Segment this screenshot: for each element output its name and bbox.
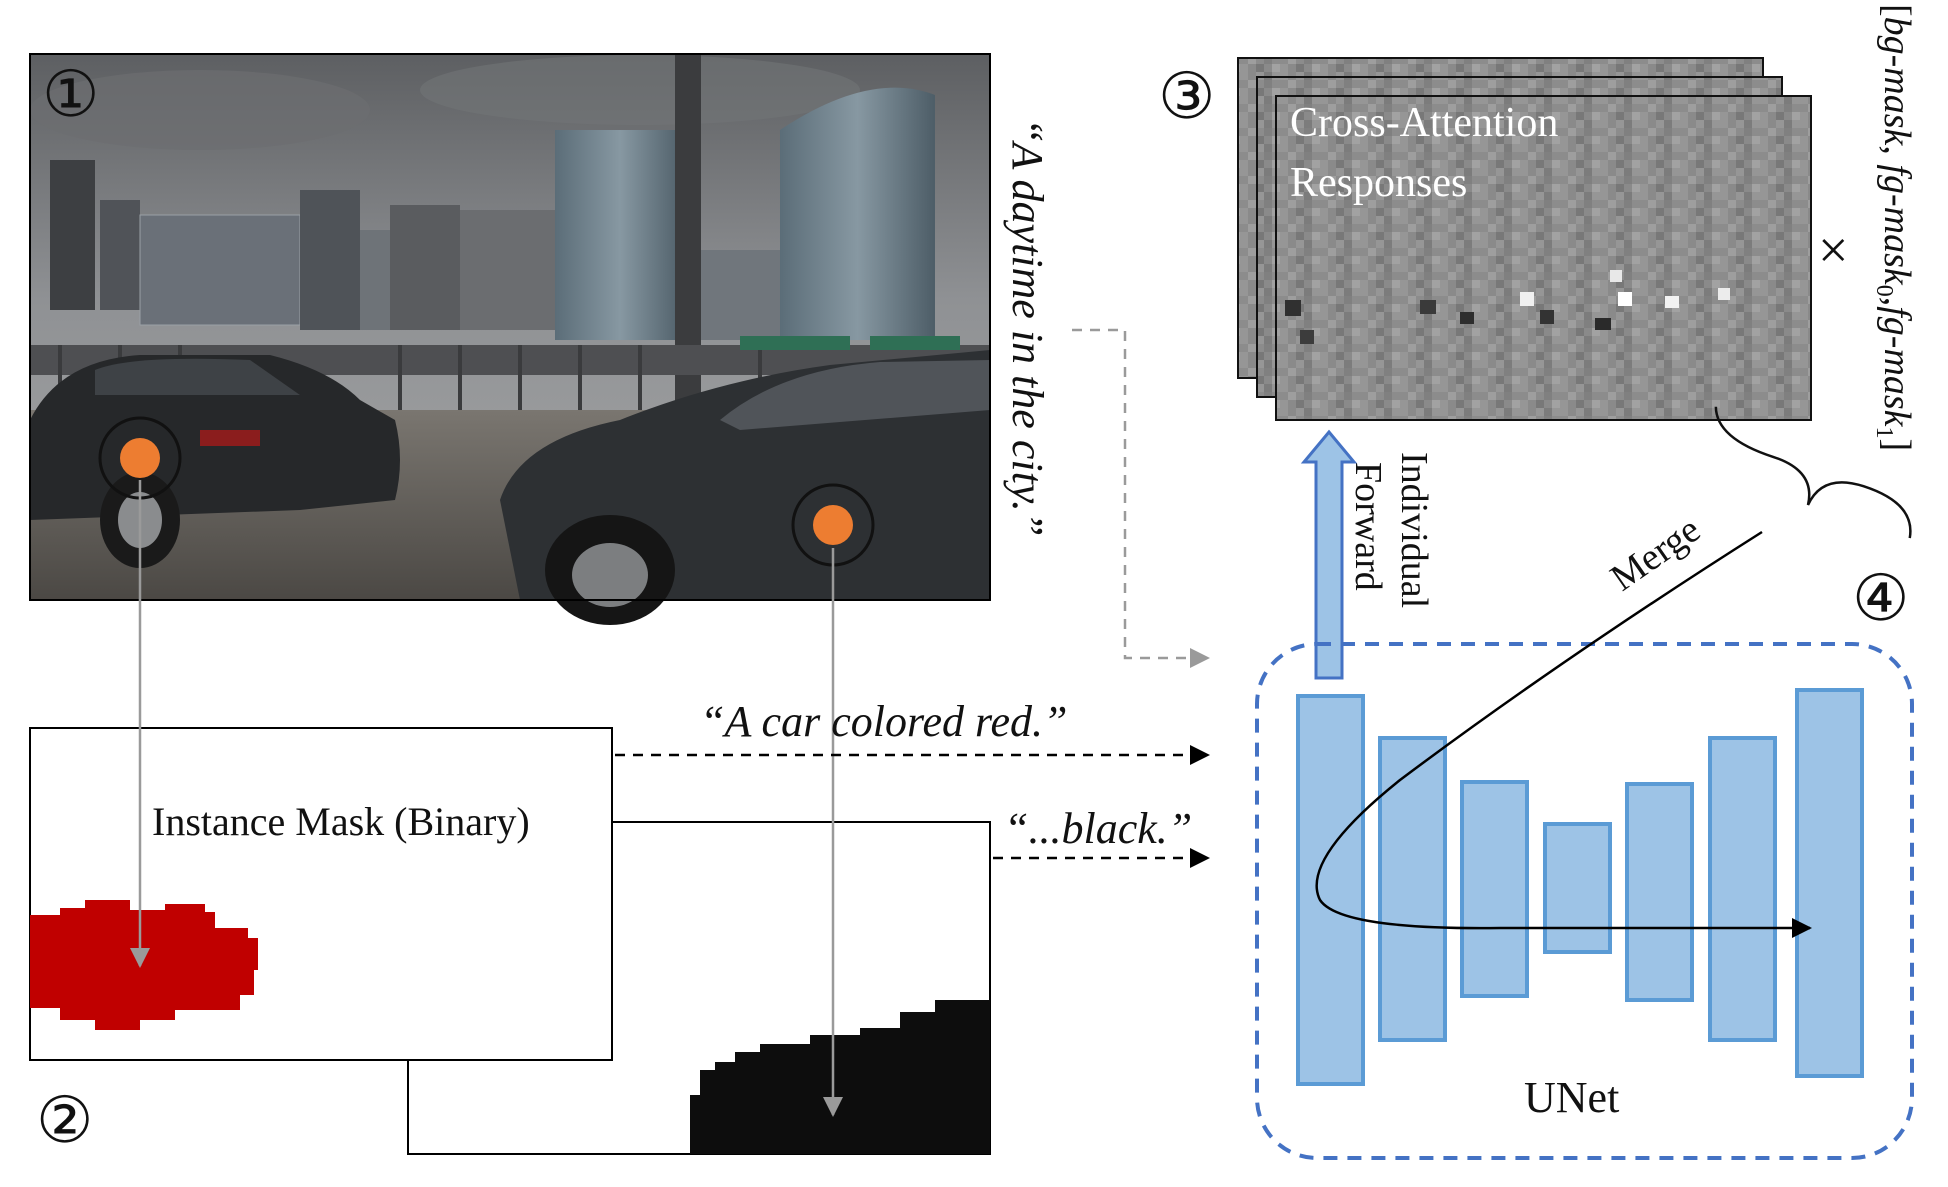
instance-mask-label: Instance Mask (Binary) bbox=[152, 799, 530, 844]
black-car-prompt: “...black.” bbox=[1004, 804, 1192, 853]
unet-decoder-block-2 bbox=[1708, 736, 1777, 1042]
attention-highlights bbox=[1285, 270, 1730, 344]
unet-blocks bbox=[1296, 688, 1864, 1086]
step-number-3: ③ bbox=[1158, 60, 1215, 134]
multiply-symbol: × bbox=[1818, 220, 1848, 280]
unet-flow-arrow bbox=[1315, 530, 1812, 938]
step-number-4: ④ bbox=[1852, 562, 1909, 636]
unet-bottleneck-block bbox=[1543, 822, 1612, 954]
instance-mask-front bbox=[29, 727, 613, 1061]
merge-brace bbox=[1714, 406, 1912, 539]
scene-prompt: “A daytime in the city.” bbox=[1003, 118, 1052, 536]
scene-prompt-arrow bbox=[1072, 328, 1210, 668]
forward-arrow bbox=[1300, 429, 1358, 680]
step-number-2: ② bbox=[36, 1084, 93, 1158]
unet-encoder-block-1 bbox=[1296, 694, 1365, 1086]
cross-attention-title: Cross-Attention bbox=[1290, 100, 1558, 146]
forward-label-individual: Individual bbox=[1393, 452, 1435, 608]
mask-list: [bg-mask, fg-mask0,fg-mask1] bbox=[1871, 4, 1918, 451]
unet-decoder-block-1 bbox=[1795, 688, 1864, 1078]
red-car-prompt: “A car colored red.” bbox=[700, 697, 1067, 746]
unet-encoder-block-3 bbox=[1460, 780, 1529, 998]
unet-decoder-block-3 bbox=[1625, 782, 1694, 1002]
merge-label: Merge bbox=[1603, 508, 1708, 599]
cross-attention-subtitle: Responses bbox=[1290, 160, 1467, 206]
attention-map-stack bbox=[1237, 57, 1812, 421]
unet-label: UNet bbox=[1524, 1073, 1619, 1122]
unet-border bbox=[1255, 642, 1914, 1160]
step-number-1: ① bbox=[42, 58, 99, 132]
street-photo bbox=[29, 53, 991, 625]
forward-label-forward: Forward bbox=[1347, 462, 1389, 591]
unet-encoder-block-2 bbox=[1378, 736, 1447, 1042]
